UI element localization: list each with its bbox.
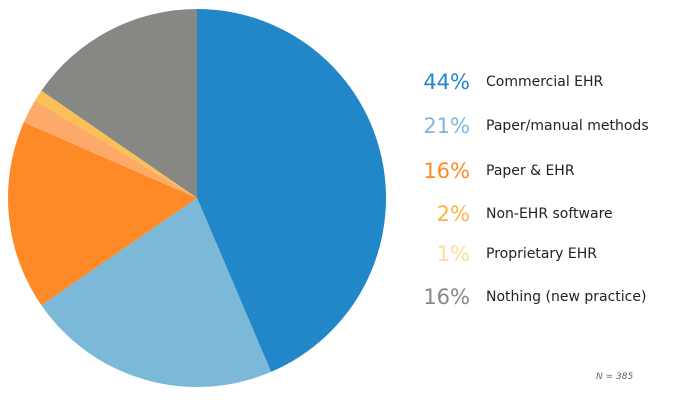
legend-value-paper-manual-methods: 21%: [423, 113, 470, 138]
pie-slice-commercial-ehr: [197, 9, 387, 372]
legend-label-paper-ehr: Paper & EHR: [486, 163, 575, 179]
pie-chart: [8, 9, 387, 388]
pie-slice-paper-ehr: [8, 122, 197, 306]
legend-label-commercial-ehr: Commercial EHR: [486, 74, 604, 90]
pie-slice-non-ehr-software: [23, 100, 197, 198]
pie-slice-nothing-new-practice: [41, 9, 198, 198]
legend-item-proprietary-ehr: 1% Proprietary EHR: [400, 242, 597, 266]
legend-value-commercial-ehr: 44%: [423, 69, 470, 94]
pie-slice-paper-manual-methods: [41, 198, 272, 388]
legend-value-non-ehr-software: 2%: [436, 201, 470, 226]
legend-label-paper-manual-methods: Paper/manual methods: [486, 118, 649, 134]
legend-item-paper-ehr: 16% Paper & EHR: [400, 158, 575, 183]
legend-value-proprietary-ehr: 1%: [436, 241, 470, 266]
sample-size-note: N = 385: [596, 372, 634, 382]
legend-label-non-ehr-software: Non-EHR software: [486, 206, 613, 222]
legend-value-paper-ehr: 16%: [423, 158, 470, 183]
legend-value-nothing-new-practice: 16%: [423, 284, 470, 309]
legend-label-nothing-new-practice: Nothing (new practice): [486, 289, 647, 305]
legend-label-proprietary-ehr: Proprietary EHR: [486, 246, 598, 262]
legend-item-nothing-new-practice: 16% Nothing (new practice): [400, 285, 646, 309]
pie-slice-proprietary-ehr: [35, 90, 197, 198]
legend-item-non-ehr-software: 2% Non-EHR software: [400, 202, 613, 226]
legend-item-paper-manual-methods: 21% Paper/manual methods: [400, 113, 649, 138]
legend-item-commercial-ehr: 44% Commercial EHR: [400, 70, 603, 94]
